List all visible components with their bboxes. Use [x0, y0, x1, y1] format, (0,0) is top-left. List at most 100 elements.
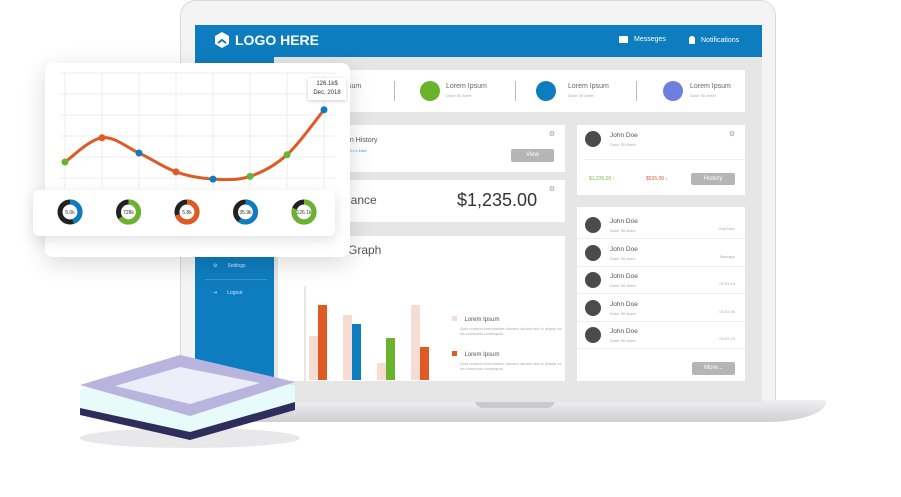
avatar [585, 217, 601, 233]
profile-sub: Dolor Sit Amet [610, 142, 636, 147]
legend-swatch [452, 351, 457, 356]
logout-icon: ⇥ [213, 290, 218, 296]
balance-label: lance [348, 193, 377, 207]
tooltip-value: 126.1k$ [316, 81, 338, 87]
bar [411, 305, 420, 380]
donut-label: 35.9k [239, 210, 252, 216]
tooltip-date: Dec, 2018 [313, 90, 341, 96]
donut-segment [233, 199, 258, 225]
donut-label: 728k [123, 210, 134, 216]
list-item-sub: Dolor Sit Amet [610, 228, 636, 233]
data-point [135, 149, 143, 157]
income-amount: $1,235.00 ↑ [589, 176, 616, 182]
arrow-up-icon: ↑ [612, 176, 616, 182]
stat-title: sum [348, 83, 362, 90]
data-point [209, 175, 217, 183]
divider [636, 81, 637, 101]
line-chart [60, 72, 362, 188]
history-button[interactable]: History [691, 173, 735, 185]
card-title: on History [346, 137, 378, 144]
data-point [283, 151, 291, 159]
bar [377, 363, 386, 380]
legend-item: Lorem Ipsum Quis nostrud exercitation ul… [452, 343, 562, 371]
avatar [585, 272, 601, 288]
stat-title: Lorem Ipsum [446, 83, 487, 90]
view-button[interactable]: View [511, 149, 554, 162]
stat-sub: Dolor Sit Amet [446, 93, 472, 98]
donut-label: 5.8k [182, 210, 192, 216]
legend-swatch [452, 316, 457, 321]
list-item-time: Just Now [718, 226, 735, 231]
legend-text: Quis nostrud exercitation ullamco labori… [460, 326, 562, 336]
gear-icon[interactable]: ⚙ [728, 131, 735, 138]
bar [386, 338, 395, 380]
list-item[interactable]: John Doe Dolor Sit Amet 05:03:16 [577, 267, 745, 294]
donut-strip: 5.0k 728k 5.8k 35.9k 126.1k [33, 190, 335, 236]
list-item-time: 05:03:16 [719, 281, 735, 286]
balance-amount: $1,235.00 [457, 190, 538, 210]
expense-amount: $535.00 ↓ [646, 176, 668, 182]
stat-circle [420, 81, 440, 101]
graph-card: Graph Lorem Ipsum Quis nostrud exercitat… [278, 236, 565, 381]
list-item[interactable]: John Doe Dolor Sit Amet 05:02:46 [577, 295, 745, 322]
list-item[interactable]: John Doe Dolor Sit Amet 05:02:19 [577, 322, 745, 349]
sidebar-item-label: Logout [227, 290, 243, 296]
list-item-sub: Dolor Sit Amet [610, 283, 636, 288]
avatar [585, 299, 601, 316]
logo[interactable]: LOGO HERE [213, 31, 319, 49]
donut-segment [57, 199, 83, 225]
donut-segment [116, 199, 141, 225]
avatar [585, 327, 601, 343]
sidebar-item-logout[interactable]: ⇥ Logout [213, 290, 243, 296]
sidebar-item-settings[interactable]: ⚙ Settings [213, 263, 246, 269]
gear-icon[interactable]: ⚙ [548, 186, 555, 193]
messages-button[interactable]: Messeges [619, 36, 666, 43]
notifications-label: Notifications [701, 36, 740, 44]
bar [352, 324, 361, 380]
data-point [246, 172, 254, 180]
bar [318, 305, 327, 380]
donut-label: 126.1k [296, 210, 312, 216]
list-item-time: 5secago [719, 253, 735, 259]
bar [343, 315, 352, 380]
platform-decoration [80, 355, 300, 448]
notifications-button[interactable]: Notifications [689, 36, 739, 44]
stats-card: sum Lorem Ipsum Dolor Sit Amet Lorem Ips… [278, 70, 745, 112]
messages-label: Messeges [634, 36, 666, 43]
bar [309, 336, 318, 380]
data-point [61, 158, 69, 166]
gear-icon[interactable]: ⚙ [548, 131, 555, 138]
profile-name: John Doe [610, 132, 638, 139]
activity-list: John Doe Dolor Sit Amet Just Now John Do… [577, 207, 745, 381]
divider [585, 159, 745, 160]
legend-item: Lorem Ipsum Quis nostrud exercitation ul… [452, 308, 562, 336]
data-point [172, 168, 180, 176]
graph-title: Graph [348, 243, 382, 257]
legend-text: Quis nostrud exercitation ullamco labori… [460, 361, 562, 371]
list-item[interactable]: John Doe Dolor Sit Amet Just Now [577, 212, 745, 239]
list-item-sub: Dolor Sit Amet [610, 338, 636, 343]
divider [394, 81, 395, 101]
list-item-sub: Dolor Sit Amet [610, 310, 636, 316]
donut-label: 5.0k [65, 210, 75, 216]
donut-charts: 5.0k 728k 5.8k 35.9k 126.1k [57, 199, 317, 225]
logo-text: LOGO HERE [235, 32, 320, 48]
list-item[interactable]: John Doe Dolor Sit Amet 5secago [577, 240, 745, 267]
gear-icon: ⚙ [213, 263, 218, 269]
arrow-down-icon: ↓ [665, 176, 668, 182]
more-button[interactable]: More... [692, 362, 735, 375]
list-item-name: John Doe [610, 328, 638, 335]
list-item-name: John Doe [610, 300, 638, 308]
list-item-name: John Doe [610, 245, 638, 253]
sidebar-divider [205, 279, 267, 280]
top-bar: LOGO HERE Messeges Notifications [195, 25, 762, 57]
legend-label: Lorem Ipsum [464, 317, 500, 323]
donut-segment [291, 199, 317, 225]
stat-circle [536, 81, 556, 101]
stat-sub: Dolor Sit Amet [568, 93, 594, 98]
card-link[interactable]: Line [358, 148, 367, 153]
bar-chart [304, 286, 429, 381]
list-item-sub: Dolor Sit Amet [610, 255, 636, 261]
stat-sub: Dolor Sit Amet [690, 93, 716, 98]
bell-icon [689, 36, 695, 44]
